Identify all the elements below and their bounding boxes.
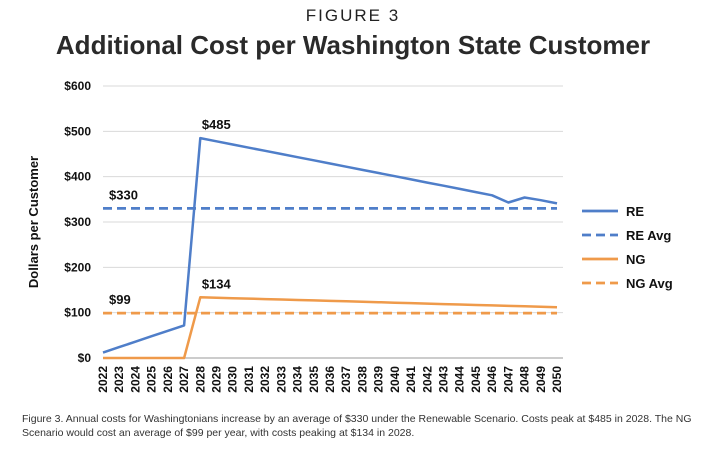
y-tick-label: $300 [64, 215, 91, 229]
data-label: $330 [109, 187, 138, 202]
y-tick-label: $500 [64, 124, 91, 138]
y-tick-label: $600 [64, 79, 91, 93]
x-tick-label: 2028 [193, 366, 207, 393]
x-tick-label: 2047 [501, 366, 515, 393]
x-tick-label: 2045 [469, 366, 483, 393]
x-tick-label: 2043 [437, 366, 451, 393]
y-tick-label: $200 [64, 260, 91, 274]
x-tick-label: 2024 [128, 366, 142, 393]
legend: RE RE Avg NG NG Avg [582, 204, 673, 291]
y-tick-label: $400 [64, 170, 91, 184]
x-tick-label: 2037 [339, 366, 353, 393]
x-tick-label: 2035 [307, 366, 321, 393]
chart-title: Additional Cost per Washington State Cus… [55, 30, 651, 60]
legend-label: RE [626, 204, 644, 219]
x-tick-label: 2048 [518, 366, 532, 393]
data-label: $485 [202, 117, 231, 132]
figure-label: FIGURE 3 [305, 6, 401, 25]
series-line-ng [103, 296, 558, 360]
x-tick-label: 2025 [145, 366, 159, 393]
legend-label: NG [626, 252, 646, 267]
series-line-re [102, 136, 558, 354]
legend-label: NG Avg [626, 276, 673, 291]
x-tick-label: 2027 [177, 366, 191, 393]
x-tick-label: 2049 [534, 366, 548, 393]
data-label: $134 [202, 276, 232, 291]
series-lines [102, 136, 558, 360]
figure-caption: Figure 3. Annual costs for Washingtonian… [22, 413, 692, 439]
x-tick-label: 2026 [161, 366, 175, 393]
x-tick-label: 2036 [323, 366, 337, 393]
x-tick-label: 2033 [274, 366, 288, 393]
x-tick-label: 2040 [388, 366, 402, 393]
data-labels: $485 $330 $134 $99 [109, 117, 232, 307]
x-tick-label: 2030 [226, 366, 240, 393]
x-tick-label: 2023 [112, 366, 126, 393]
y-axis-label: Dollars per Customer [26, 156, 41, 288]
x-tick-label: 2029 [210, 366, 224, 393]
x-tick-label: 2046 [485, 366, 499, 393]
y-tick-label: $0 [78, 351, 92, 365]
y-tick-label: $100 [64, 306, 91, 320]
x-tick-label: 2031 [242, 366, 256, 393]
x-tick-label: 2039 [372, 366, 386, 393]
gridlines [103, 85, 563, 314]
x-tick-label: 2041 [404, 366, 418, 393]
x-tick-label: 2034 [291, 366, 305, 393]
x-tick-label: 2050 [550, 366, 564, 393]
x-tick-label: 2032 [258, 366, 272, 393]
x-tick-label: 2022 [96, 366, 110, 393]
x-tick-label: 2044 [453, 366, 467, 393]
data-label: $99 [109, 292, 131, 307]
x-tick-label: 2042 [420, 366, 434, 393]
x-tick-label: 2038 [355, 366, 369, 393]
legend-label: RE Avg [626, 228, 671, 243]
